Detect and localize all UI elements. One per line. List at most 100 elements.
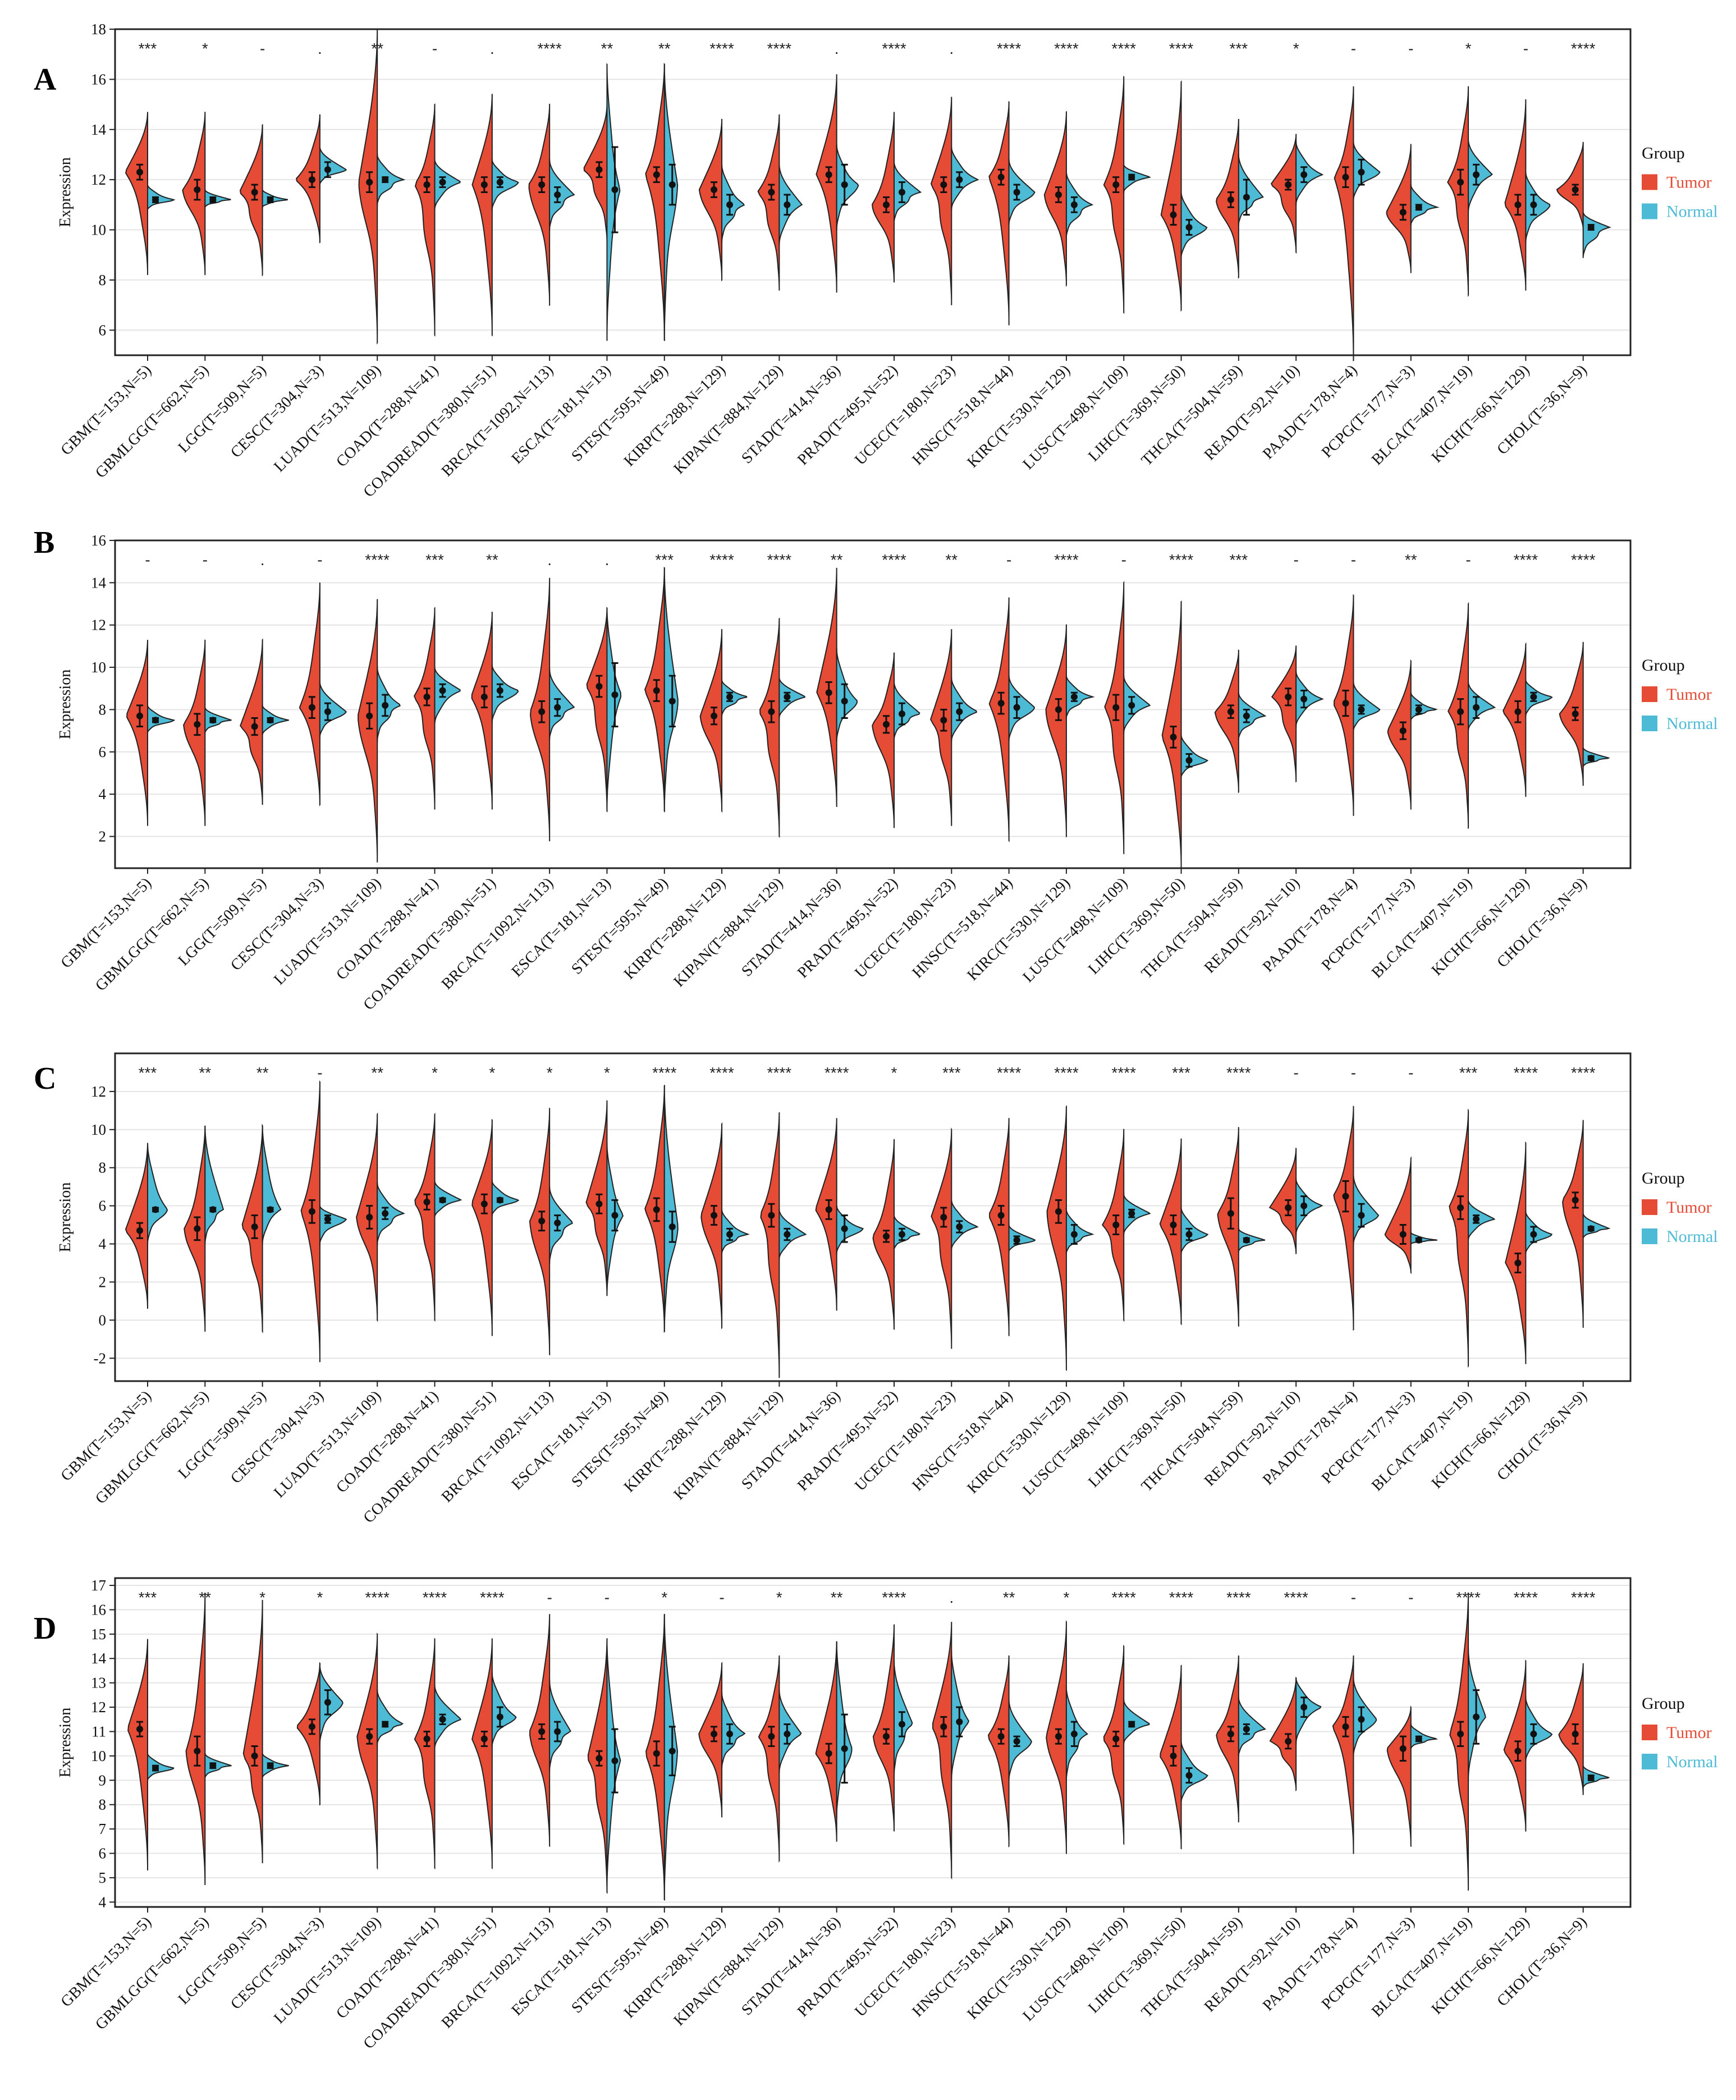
- normal-mean-point: [1013, 1737, 1020, 1745]
- tumor-mean-point: [1227, 708, 1234, 716]
- x-category-label: BLCA(T=407,N=19): [1368, 1387, 1476, 1494]
- panel-D: D4567891011121314151617Expression***GBM(…: [34, 1577, 1718, 2052]
- violin-normal: [606, 1638, 621, 1894]
- x-category-label: PAAD(T=178,N=4): [1259, 1913, 1361, 2014]
- violin-tumor: [1384, 1156, 1412, 1274]
- x-category-label: KIPAN(T=884,N=129): [670, 874, 786, 991]
- normal-mean-point: [1070, 1231, 1078, 1238]
- tumor-mean-point: [308, 176, 315, 184]
- y-tick-label: 6: [99, 322, 107, 338]
- significance-label: -: [317, 1064, 322, 1081]
- violin-tumor: [1268, 1148, 1297, 1254]
- significance-label: .: [605, 551, 610, 568]
- tumor-mean-point: [1170, 1221, 1177, 1228]
- significance-label: ***: [425, 551, 444, 568]
- x-category-label: READ(T=92,N=10): [1201, 361, 1303, 464]
- tumor-mean-point: [997, 1212, 1005, 1219]
- violin-tumor: [1216, 1655, 1239, 1823]
- violin-tumor: [296, 114, 320, 244]
- tumor-mean-point: [423, 1198, 430, 1205]
- tumor-mean-point: [1170, 1752, 1177, 1759]
- normal-mean-point: [496, 178, 503, 186]
- significance-label: -: [604, 1589, 610, 1606]
- violin-normal: [894, 162, 922, 223]
- normal-mean-point: [1128, 1721, 1135, 1728]
- violin-normal: [319, 146, 347, 186]
- normal-mean-point: [899, 1231, 905, 1238]
- violin-normal: [549, 1680, 571, 1772]
- violin-normal: [1468, 139, 1494, 213]
- violin-tumor: [1386, 1705, 1412, 1847]
- normal-mean-point: [1128, 173, 1135, 181]
- legend-label-tumor: Tumor: [1666, 685, 1712, 704]
- violin-normal: [894, 1215, 920, 1250]
- y-tick-label: -2: [94, 1350, 107, 1367]
- tumor-mean-point: [1285, 693, 1292, 700]
- violin-tumor: [987, 1655, 1010, 1847]
- violin-normal: [778, 677, 806, 719]
- x-category-label: BRCA(T=1092,N=113): [438, 1387, 557, 1506]
- tumor-mean-point: [596, 166, 603, 173]
- normal-mean-point: [668, 1223, 676, 1230]
- x-category-label: STAD(T=414,N=36): [738, 1913, 844, 2019]
- tumor-mean-point: [596, 1755, 603, 1762]
- legend-swatch-tumor: [1642, 1725, 1657, 1740]
- normal-mean-point: [554, 1728, 561, 1735]
- violin-normal: [778, 162, 803, 245]
- x-category-label: GBMLGG(T=662,N=5): [92, 1387, 212, 1507]
- y-tick-label: 14: [91, 574, 107, 591]
- significance-label: *: [432, 1064, 438, 1081]
- legend: Group Tumor Normal: [1642, 144, 1718, 221]
- y-tick-label: 10: [91, 659, 106, 676]
- normal-mean-point: [1358, 168, 1365, 176]
- x-category-label: KIPAN(T=884,N=129): [670, 1913, 786, 2029]
- normal-mean-point: [439, 178, 446, 186]
- y-tick-label: 0: [99, 1312, 107, 1328]
- violin-normal: [376, 1689, 404, 1745]
- normal-mean-point: [1185, 1772, 1193, 1779]
- y-axis-title: Expression: [57, 670, 74, 739]
- legend-label-tumor: Tumor: [1666, 1198, 1712, 1217]
- x-category-label: GBMLGG(T=662,N=5): [92, 361, 212, 482]
- normal-mean-point: [1415, 204, 1422, 211]
- x-category-label: BLCA(T=407,N=19): [1368, 1913, 1476, 2020]
- tumor-mean-point: [194, 1748, 201, 1755]
- significance-label: *: [604, 1064, 610, 1081]
- violin-tumor: [1160, 80, 1182, 312]
- violin-tumor: [989, 1117, 1010, 1337]
- tumor-mean-point: [768, 1733, 775, 1740]
- x-category-label: ESCA(T=181,N=13): [509, 874, 615, 980]
- normal-mean-point: [1473, 704, 1480, 711]
- tumor-mean-point: [768, 1212, 775, 1219]
- violin-tumor: [1104, 580, 1125, 855]
- violin-tumor: [1271, 645, 1297, 782]
- normal-mean-point: [1530, 1231, 1537, 1238]
- tumor-mean-point: [480, 693, 488, 700]
- significance-label: ****: [1054, 1064, 1079, 1081]
- significance-label: ****: [1514, 1589, 1538, 1606]
- violin-normal: [1410, 691, 1438, 722]
- violin-normal: [1295, 1178, 1323, 1236]
- y-tick-label: 17: [91, 1577, 106, 1594]
- significance-label: -: [1351, 1064, 1356, 1081]
- violin-tumor: [414, 1112, 436, 1322]
- x-category-label: STES(T=595,N=49): [568, 361, 671, 465]
- legend: Group Tumor Normal: [1642, 656, 1718, 733]
- violin-normal: [836, 143, 859, 230]
- tumor-mean-point: [825, 171, 832, 178]
- violin-normal: [1468, 680, 1496, 732]
- significance-label: *: [776, 1589, 782, 1606]
- normal-mean-point: [1415, 1735, 1422, 1743]
- significance-label: -: [1293, 1064, 1298, 1081]
- violin-tumor: [1159, 1138, 1182, 1326]
- violin-tumor: [1269, 1677, 1297, 1791]
- violin-tumor: [185, 1592, 206, 1886]
- violin-normal: [1065, 172, 1094, 238]
- violin-tumor: [471, 1118, 493, 1336]
- x-category-label: HNSC(T=518,N=44): [909, 361, 1016, 469]
- normal-mean-point: [209, 196, 217, 203]
- significance-label: -: [145, 551, 150, 568]
- x-category-label: KIPAN(T=884,N=129): [670, 1387, 786, 1503]
- tumor-mean-point: [1399, 1231, 1407, 1238]
- legend: Group Tumor Normal: [1642, 1694, 1718, 1771]
